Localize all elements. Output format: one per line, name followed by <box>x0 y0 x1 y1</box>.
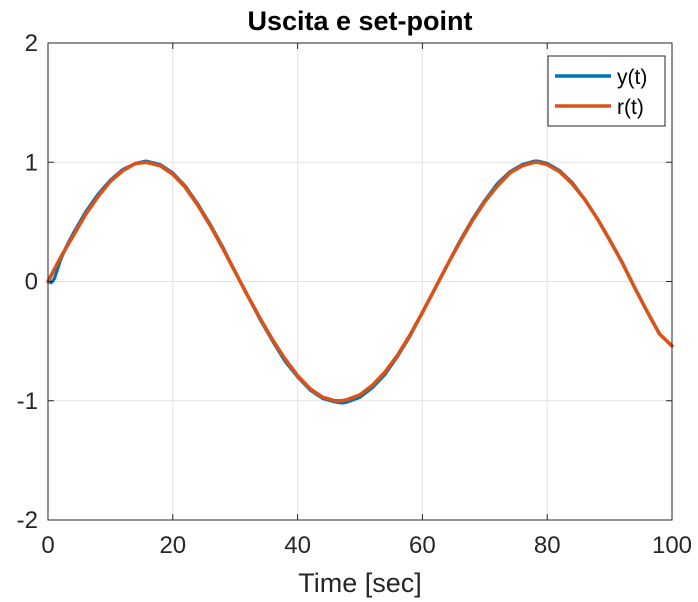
x-tick-label: 60 <box>409 532 436 559</box>
y-tick-label: -1 <box>17 388 38 415</box>
ticks: 0 20 40 60 80 100 -2 -1 0 1 2 <box>17 30 692 559</box>
legend-label-r(t): r(t) <box>617 96 644 119</box>
x-tick-label: 40 <box>284 532 311 559</box>
y-tick-label: 2 <box>25 30 38 57</box>
series-layer <box>46 159 674 405</box>
legend-label-y(t): y(t) <box>617 66 647 89</box>
chart-title: Uscita e set-point <box>247 6 472 36</box>
x-axis-label: Time [sec] <box>298 568 422 598</box>
x-tick-label: 80 <box>534 532 561 559</box>
x-tick-label: 0 <box>41 532 54 559</box>
y-tick-label: 0 <box>25 269 38 296</box>
legend-box <box>547 55 666 127</box>
y-tick-label: -2 <box>17 507 38 534</box>
y-tick-label: 1 <box>25 149 38 176</box>
x-tick-label: 100 <box>652 532 692 559</box>
legend[interactable]: y(t) r(t) <box>547 55 666 127</box>
x-tick-label: 20 <box>159 532 186 559</box>
series-line-r(t) <box>46 160 674 403</box>
